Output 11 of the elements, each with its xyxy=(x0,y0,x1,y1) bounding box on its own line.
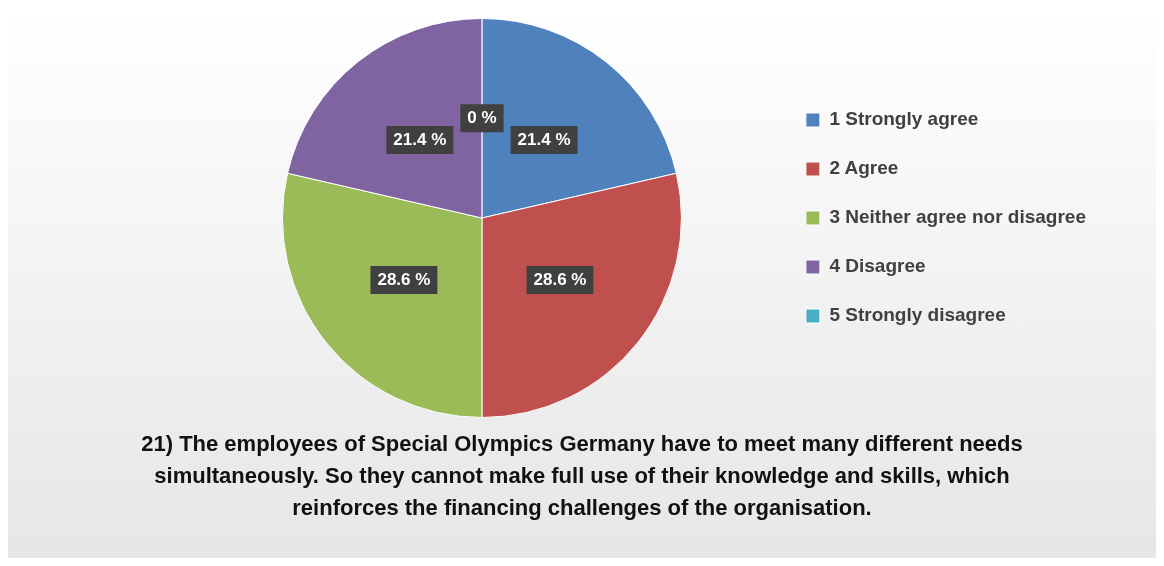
legend-label: 1 Strongly agree xyxy=(829,108,979,130)
data-label: 21.4 % xyxy=(517,129,571,149)
text: 0 % xyxy=(467,107,497,127)
legend-label: 4 Disagree xyxy=(829,255,926,277)
data-label: 28.6 % xyxy=(533,269,587,289)
data-label: 21.4 % xyxy=(393,129,447,149)
text: 21) The employees of Special Olympics Germany have to meet many different needs simultaneously. So they cannot make full use of their knowledge and skills, which reinforces the financing challenges of the organisation. xyxy=(140,430,1024,522)
data-label: 28.6 % xyxy=(377,269,431,289)
legend-label: 3 Neither agree nor disagree xyxy=(829,206,1087,228)
legend-label: 2 Agree xyxy=(829,157,899,179)
legend-label: 5 Strongly disagree xyxy=(829,304,1006,326)
